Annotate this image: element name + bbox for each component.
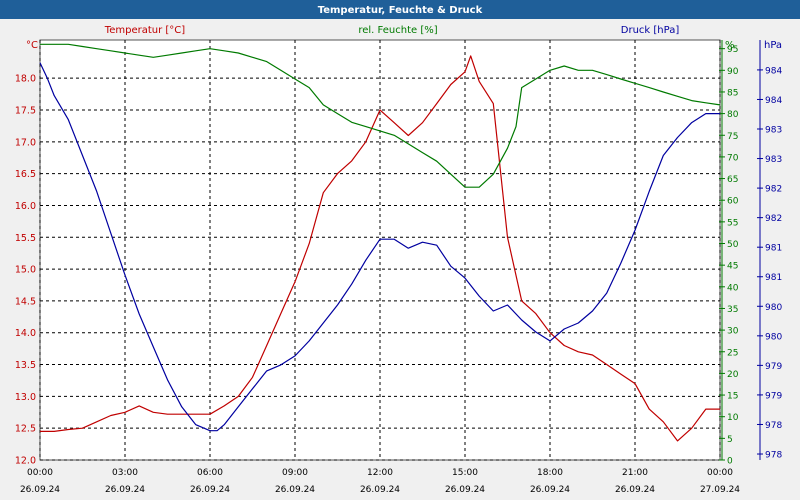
- pressure-tick-label: 981: [765, 244, 782, 254]
- pressure-tick-label: 978: [765, 451, 782, 461]
- date-tick-label: 26.09.24: [190, 485, 230, 495]
- pressure-tick-label: 982: [765, 185, 782, 195]
- humidity-tick-label: 80: [727, 110, 739, 120]
- pressure-tick-label: 978: [765, 421, 782, 431]
- humidity-tick-label: 40: [727, 283, 739, 293]
- pressure-tick-label: 979: [765, 391, 782, 401]
- time-tick-label: 06:00: [197, 468, 223, 478]
- humidity-axis-header: rel. Feuchte [%]: [358, 25, 437, 36]
- temperature-tick-label: 16.0: [15, 201, 36, 212]
- temperature-tick-label: 13.0: [15, 392, 36, 403]
- pressure-tick-label: 979: [765, 362, 782, 372]
- humidity-tick-label: 35: [727, 305, 738, 315]
- pressure-tick-label: 984: [765, 66, 782, 76]
- pressure-tick-label: 981: [765, 273, 782, 283]
- humidity-tick-label: 25: [727, 348, 738, 358]
- humidity-tick-label: 5: [727, 435, 733, 445]
- date-tick-label: 26.09.24: [360, 485, 400, 495]
- date-tick-label: 26.09.24: [20, 485, 60, 495]
- time-tick-label: 00:00: [27, 468, 53, 478]
- date-tick-label: 26.09.24: [105, 485, 145, 495]
- humidity-tick-label: 45: [727, 262, 738, 272]
- series-lines: [39, 43, 721, 442]
- pressure-tick-label: 980: [765, 303, 782, 313]
- humidity-tick-label: 75: [727, 132, 738, 142]
- pressure-axis: 984 984 983 983 982 982 981 981 980 980 979 979 978 9…: [757, 40, 782, 461]
- pressure-line: [39, 62, 720, 432]
- time-tick-label: 12:00: [367, 468, 393, 478]
- date-tick-label: 27.09.24: [700, 485, 740, 495]
- humidity-tick-label: 15: [727, 392, 738, 402]
- temperature-tick-label: 14.5: [15, 296, 36, 307]
- humidity-tick-label: 70: [727, 153, 739, 163]
- humidity-unit-label: %: [725, 40, 735, 51]
- time-tick-label: 18:00: [537, 468, 563, 478]
- humidity-line: [40, 43, 721, 188]
- temperature-axis: 18.0 17.5 17.0 16.5 16.0 15.5 15.0 14.5 14.0 13.5…: [15, 74, 36, 467]
- humidity-tick-label: 55: [727, 218, 738, 228]
- time-axis: 00:00 26.09.24 03:00 26.09.24 06:00 26.09.24 0…: [20, 468, 740, 495]
- temperature-tick-label: 16.5: [15, 169, 36, 180]
- chart-title: Temperatur, Feuchte & Druck: [318, 5, 483, 16]
- humidity-tick-label: 90: [727, 67, 739, 77]
- time-tick-label: 15:00: [452, 468, 478, 478]
- temperature-tick-label: 17.5: [15, 106, 36, 117]
- date-tick-label: 26.09.24: [615, 485, 655, 495]
- temperature-tick-label: 15.5: [15, 233, 36, 244]
- humidity-tick-label: 85: [727, 88, 738, 98]
- temperature-line: [40, 55, 720, 442]
- humidity-tick-label: 60: [727, 197, 739, 207]
- date-tick-label: 26.09.24: [530, 485, 570, 495]
- pressure-tick-label: 980: [765, 332, 782, 342]
- pressure-tick-label: 984: [765, 96, 782, 106]
- temperature-tick-label: 12.5: [15, 424, 36, 435]
- humidity-tick-label: 50: [727, 240, 739, 250]
- temperature-tick-label: 17.0: [15, 137, 36, 148]
- title-bar: [0, 0, 800, 19]
- temperature-tick-label: 13.5: [15, 360, 36, 371]
- pressure-tick-label: 983: [765, 155, 782, 165]
- time-tick-label: 00:00: [707, 468, 733, 478]
- pressure-axis-header: Druck [hPa]: [621, 25, 680, 36]
- humidity-tick-label: 20: [727, 370, 739, 380]
- temperature-tick-label: 12.0: [15, 456, 36, 467]
- humidity-tick-label: 95: [727, 45, 738, 55]
- date-tick-label: 26.09.24: [275, 485, 315, 495]
- pressure-tick-label: 983: [765, 126, 782, 136]
- temperature-tick-label: 18.0: [15, 74, 36, 85]
- pressure-tick-label: 982: [765, 214, 782, 224]
- temperature-tick-label: 14.0: [15, 328, 36, 339]
- temperature-unit-label: °C: [26, 40, 38, 51]
- temperature-axis-header: Temperatur [°C]: [104, 25, 185, 36]
- humidity-tick-label: 65: [727, 175, 738, 185]
- time-tick-label: 09:00: [282, 468, 308, 478]
- humidity-tick-label: 10: [727, 413, 739, 423]
- temperature-tick-label: 15.0: [15, 265, 36, 276]
- humidity-tick-label: 30: [727, 327, 739, 337]
- date-tick-label: 26.09.24: [445, 485, 485, 495]
- humidity-tick-label: 0: [727, 457, 733, 467]
- pressure-unit-label: hPa: [764, 40, 782, 51]
- time-tick-label: 03:00: [112, 468, 138, 478]
- time-tick-label: 21:00: [622, 468, 648, 478]
